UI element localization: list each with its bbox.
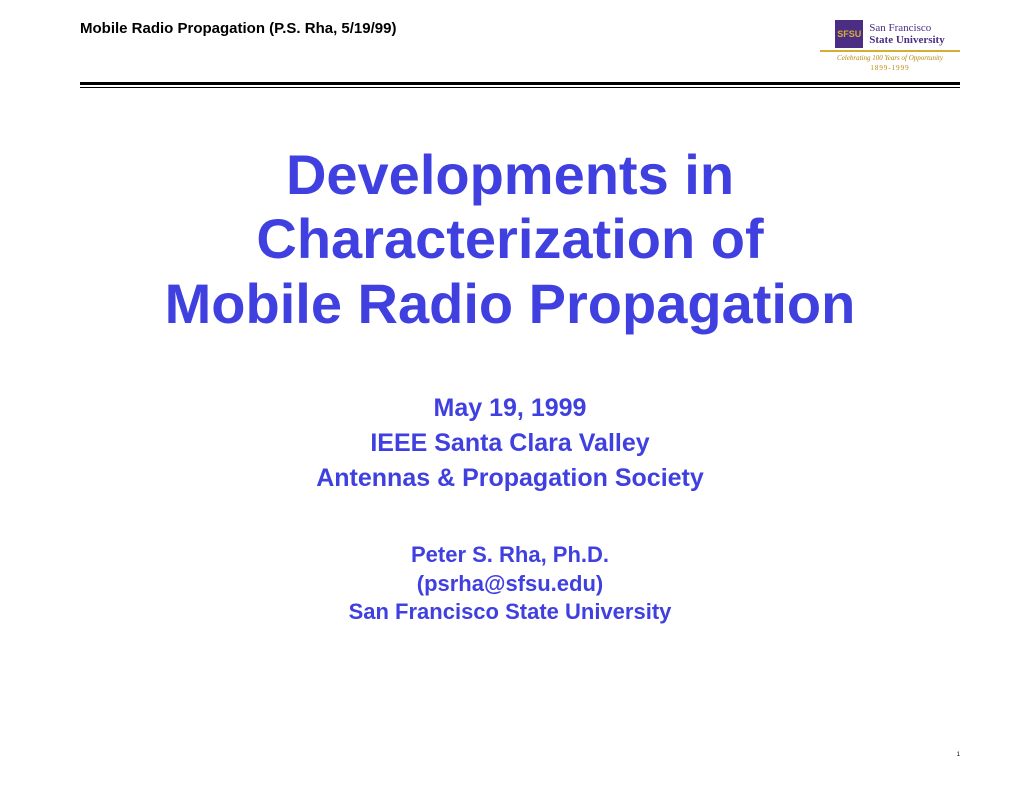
logo-tagline: Celebrating 100 Years of Opportunity — [820, 50, 960, 62]
title-line3: Mobile Radio Propagation — [0, 272, 1020, 336]
subtitle-block: May 19, 1999 IEEE Santa Clara Valley Ant… — [0, 391, 1020, 496]
title-line1: Developments in — [0, 143, 1020, 207]
title-line2: Characterization of — [0, 207, 1020, 271]
author-email: (psrha@sfsu.edu) — [0, 570, 1020, 599]
subtitle-org2: Antennas & Propagation Society — [0, 461, 1020, 496]
logo-line2: State University — [869, 34, 944, 46]
subtitle-date: May 19, 1999 — [0, 391, 1020, 426]
author-affiliation: San Francisco State University — [0, 598, 1020, 627]
author-name: Peter S. Rha, Ph.D. — [0, 541, 1020, 570]
logo-badge: SFSU — [835, 20, 863, 48]
header-divider-thick — [80, 82, 960, 85]
logo-top: SFSU San Francisco State University — [835, 20, 944, 48]
page-number: 1 — [957, 752, 960, 758]
author-block: Peter S. Rha, Ph.D. (psrha@sfsu.edu) San… — [0, 541, 1020, 627]
logo-text: San Francisco State University — [869, 22, 944, 46]
logo-years: 1899-1999 — [870, 64, 909, 72]
logo-line1: San Francisco — [869, 22, 944, 34]
slide-content: Developments in Characterization of Mobi… — [0, 88, 1020, 627]
university-logo: SFSU San Francisco State University Cele… — [820, 20, 960, 72]
header-text: Mobile Radio Propagation (P.S. Rha, 5/19… — [80, 20, 396, 37]
main-title: Developments in Characterization of Mobi… — [0, 143, 1020, 336]
subtitle-org1: IEEE Santa Clara Valley — [0, 426, 1020, 461]
slide-header: Mobile Radio Propagation (P.S. Rha, 5/19… — [0, 0, 1020, 72]
